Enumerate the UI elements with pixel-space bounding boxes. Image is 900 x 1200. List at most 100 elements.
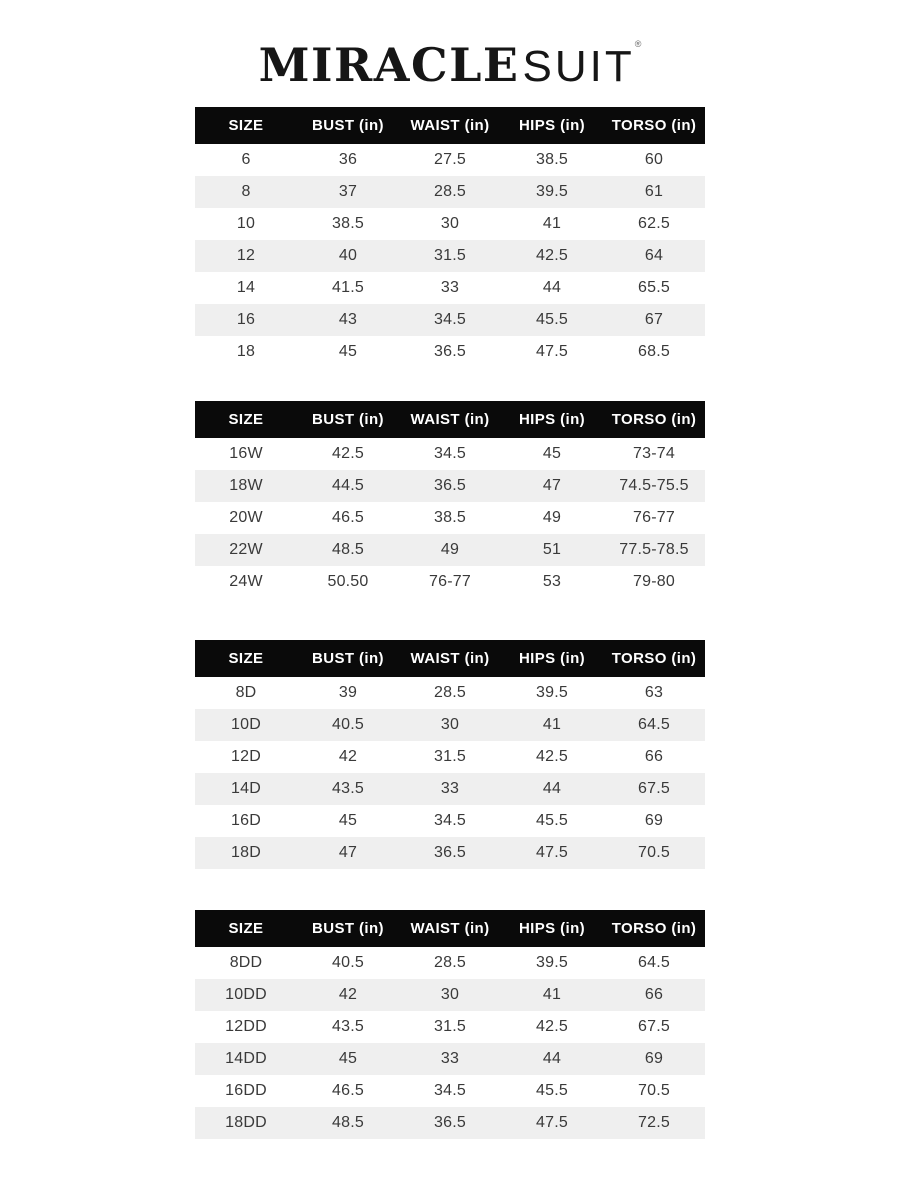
measurement-cell: 53 [501, 566, 603, 598]
measurement-cell: 42.5 [501, 1011, 603, 1043]
measurement-cell: 73-74 [603, 438, 705, 470]
measurement-cell: 40 [297, 240, 399, 272]
column-header: SIZE [195, 107, 297, 144]
table-row: 22W 48.5 49 51 77.5-78.5 [195, 534, 705, 566]
size-cell: 8DD [195, 947, 297, 979]
measurement-cell: 43.5 [297, 773, 399, 805]
table-row: 16D 45 34.5 45.5 69 [195, 805, 705, 837]
measurement-cell: 45.5 [501, 304, 603, 336]
size-cell: 22W [195, 534, 297, 566]
table-row: 8D 39 28.5 39.5 63 [195, 677, 705, 709]
column-header: BUST (in) [297, 910, 399, 947]
table-row: 6 36 27.5 38.5 60 [195, 144, 705, 176]
size-cell: 6 [195, 144, 297, 176]
column-header: HIPS (in) [501, 640, 603, 677]
table-row: 20W 46.5 38.5 49 76-77 [195, 502, 705, 534]
header-row: SIZE BUST (in) WAIST (in) HIPS (in) TORSO (i… [195, 401, 705, 438]
column-header: BUST (in) [297, 640, 399, 677]
measurement-cell: 60 [603, 144, 705, 176]
measurement-cell: 64.5 [603, 709, 705, 741]
measurement-cell: 69 [603, 1043, 705, 1075]
measurement-cell: 48.5 [297, 534, 399, 566]
size-cell: 14D [195, 773, 297, 805]
column-header: WAIST (in) [399, 401, 501, 438]
column-header: HIPS (in) [501, 910, 603, 947]
header-row: SIZE BUST (in) WAIST (in) HIPS (in) TORSO (i… [195, 107, 705, 144]
measurement-cell: 46.5 [297, 1075, 399, 1107]
table-row: 12DD 43.5 31.5 42.5 67.5 [195, 1011, 705, 1043]
measurement-cell: 45 [297, 336, 399, 368]
size-cell: 18D [195, 837, 297, 869]
measurement-cell: 46.5 [297, 502, 399, 534]
measurement-cell: 79-80 [603, 566, 705, 598]
measurement-cell: 42 [297, 979, 399, 1011]
measurement-cell: 42.5 [501, 741, 603, 773]
measurement-cell: 39.5 [501, 176, 603, 208]
measurement-cell: 36.5 [399, 1107, 501, 1139]
measurement-cell: 39 [297, 677, 399, 709]
column-header: WAIST (in) [399, 910, 501, 947]
measurement-cell: 36 [297, 144, 399, 176]
measurement-cell: 38.5 [501, 144, 603, 176]
size-cell: 10DD [195, 979, 297, 1011]
measurement-cell: 66 [603, 979, 705, 1011]
table-row: 24W 50.50 76-77 53 79-80 [195, 566, 705, 598]
measurement-cell: 31.5 [399, 741, 501, 773]
table-row: 12D 42 31.5 42.5 66 [195, 741, 705, 773]
measurement-cell: 47.5 [501, 336, 603, 368]
measurement-cell: 76-77 [399, 566, 501, 598]
measurement-cell: 63 [603, 677, 705, 709]
measurement-cell: 45 [297, 805, 399, 837]
header-row: SIZE BUST (in) WAIST (in) HIPS (in) TORSO (i… [195, 640, 705, 677]
measurement-cell: 38.5 [399, 502, 501, 534]
registered-trademark-icon: ® [634, 39, 642, 49]
measurement-cell: 41 [501, 208, 603, 240]
measurement-cell: 42.5 [297, 438, 399, 470]
measurement-cell: 38.5 [297, 208, 399, 240]
size-cell: 12D [195, 741, 297, 773]
measurement-cell: 41.5 [297, 272, 399, 304]
column-header: TORSO (in) [603, 910, 705, 947]
column-header: HIPS (in) [501, 401, 603, 438]
measurement-cell: 49 [501, 502, 603, 534]
header-row: SIZE BUST (in) WAIST (in) HIPS (in) TORSO (i… [195, 910, 705, 947]
measurement-cell: 31.5 [399, 240, 501, 272]
measurement-cell: 30 [399, 979, 501, 1011]
column-header: TORSO (in) [603, 107, 705, 144]
size-cell: 20W [195, 502, 297, 534]
table-row: 8DD 40.5 28.5 39.5 64.5 [195, 947, 705, 979]
measurement-cell: 61 [603, 176, 705, 208]
measurement-cell: 43 [297, 304, 399, 336]
measurement-cell: 44 [501, 1043, 603, 1075]
measurement-cell: 72.5 [603, 1107, 705, 1139]
measurement-cell: 34.5 [399, 805, 501, 837]
table-row: 10DD 42 30 41 66 [195, 979, 705, 1011]
column-header: WAIST (in) [399, 107, 501, 144]
column-header: SIZE [195, 640, 297, 677]
size-cell: 8 [195, 176, 297, 208]
measurement-cell: 40.5 [297, 709, 399, 741]
measurement-cell: 65.5 [603, 272, 705, 304]
measurement-cell: 45.5 [501, 1075, 603, 1107]
measurement-cell: 70.5 [603, 837, 705, 869]
size-table-misses-sizes: SIZE BUST (in) WAIST (in) HIPS (in) TORSO (i… [195, 107, 705, 368]
size-cell: 16 [195, 304, 297, 336]
column-header: SIZE [195, 910, 297, 947]
measurement-cell: 45.5 [501, 805, 603, 837]
measurement-cell: 66 [603, 741, 705, 773]
size-table-womens-sizes: SIZE BUST (in) WAIST (in) HIPS (in) TORSO (i… [195, 401, 705, 598]
column-header: TORSO (in) [603, 401, 705, 438]
measurement-cell: 34.5 [399, 1075, 501, 1107]
size-table-dd-cup-sizes: SIZE BUST (in) WAIST (in) HIPS (in) TORSO (i… [195, 910, 705, 1139]
measurement-cell: 33 [399, 773, 501, 805]
measurement-cell: 43.5 [297, 1011, 399, 1043]
size-cell: 16W [195, 438, 297, 470]
measurement-cell: 42 [297, 741, 399, 773]
size-cell: 14DD [195, 1043, 297, 1075]
size-cell: 18W [195, 470, 297, 502]
measurement-cell: 36.5 [399, 336, 501, 368]
size-tables-container: SIZE BUST (in) WAIST (in) HIPS (in) TORSO (i… [195, 107, 705, 1139]
measurement-cell: 62.5 [603, 208, 705, 240]
measurement-cell: 44 [501, 773, 603, 805]
